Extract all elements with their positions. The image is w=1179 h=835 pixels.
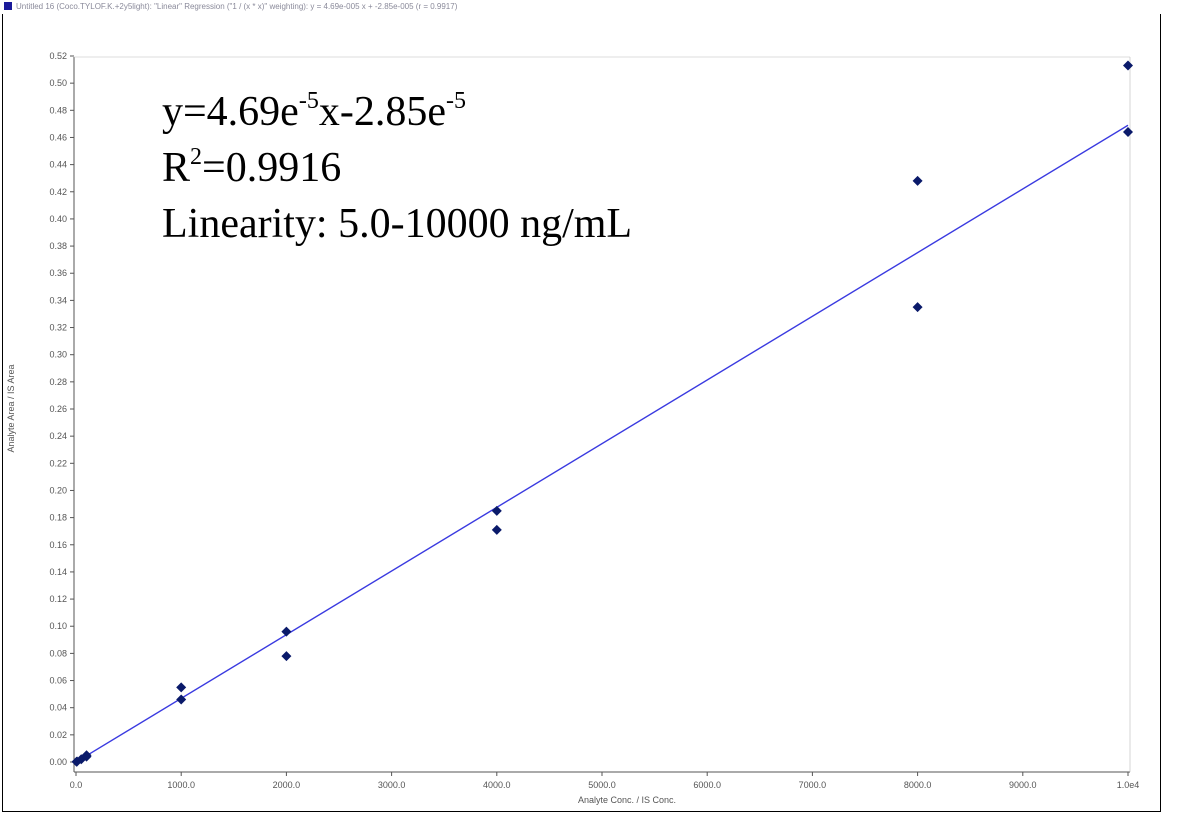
y-tick-label: 0.52 bbox=[49, 51, 67, 61]
y-tick-label: 0.06 bbox=[49, 676, 67, 686]
y-tick-label: 0.40 bbox=[49, 214, 67, 224]
title-bar-text: Untitled 16 (Coco.TYLOF.K.+2y5light): "L… bbox=[16, 2, 458, 11]
x-tick-label: 2000.0 bbox=[273, 780, 301, 790]
data-point bbox=[281, 651, 292, 662]
regression-annotation: y=4.69e-5x-2.85e-5 R2=0.9916 Linearity: … bbox=[162, 84, 802, 252]
data-point bbox=[81, 750, 92, 761]
y-tick-label: 0.12 bbox=[49, 594, 67, 604]
x-tick-label: 3000.0 bbox=[378, 780, 406, 790]
y-tick-label: 0.18 bbox=[49, 513, 67, 523]
x-tick-label: 9000.0 bbox=[1009, 780, 1037, 790]
y-tick-label: 0.14 bbox=[49, 567, 67, 577]
data-point bbox=[491, 505, 502, 516]
y-tick-label: 0.42 bbox=[49, 187, 67, 197]
data-point bbox=[912, 302, 923, 313]
x-tick-label: 4000.0 bbox=[483, 780, 511, 790]
regression-equation: y=4.69e-5x-2.85e-5 bbox=[162, 84, 802, 140]
data-point bbox=[1123, 127, 1133, 138]
equation-exponent-a: -5 bbox=[298, 88, 319, 114]
y-axis-ticks: 0.00 0.02 0.04 0.06 0.08 0.10 0.12 0.14 0.16 0.18… bbox=[49, 51, 74, 767]
regression-line bbox=[75, 124, 1129, 763]
data-points-group bbox=[71, 60, 1133, 767]
data-point bbox=[176, 694, 187, 705]
y-tick-label: 0.22 bbox=[49, 458, 67, 468]
x-axis-ticks: 0.0 1000.0 2000.0 3000.0 4000.0 5000.0 6000.0 7… bbox=[70, 772, 1140, 790]
equation-part-a: y=4.69e bbox=[162, 89, 299, 135]
y-tick-label: 0.20 bbox=[49, 485, 67, 495]
x-tick-label: 6000.0 bbox=[693, 780, 721, 790]
y-tick-label: 0.38 bbox=[49, 241, 67, 251]
equation-part-b: x-2.85e bbox=[318, 89, 446, 135]
y-tick-label: 0.16 bbox=[49, 540, 67, 550]
data-point bbox=[912, 175, 923, 186]
data-point bbox=[176, 682, 187, 693]
y-tick-label: 0.28 bbox=[49, 377, 67, 387]
regression-line-group bbox=[75, 124, 1129, 763]
y-tick-label: 0.50 bbox=[49, 78, 67, 88]
x-tick-label: 1000.0 bbox=[167, 780, 195, 790]
y-tick-label: 0.26 bbox=[49, 404, 67, 414]
y-tick-label: 0.36 bbox=[49, 268, 67, 278]
y-axis-label: Analyte Area / IS Area bbox=[6, 364, 16, 452]
r-squared-exponent: 2 bbox=[190, 144, 203, 170]
data-point bbox=[491, 524, 502, 535]
y-tick-label: 0.04 bbox=[49, 703, 67, 713]
y-tick-label: 0.10 bbox=[49, 621, 67, 631]
y-tick-label: 0.44 bbox=[49, 160, 67, 170]
y-tick-label: 0.00 bbox=[49, 757, 67, 767]
y-tick-label: 0.46 bbox=[49, 132, 67, 142]
r-squared-value: =0.9916 bbox=[202, 145, 342, 191]
data-point bbox=[281, 626, 292, 637]
window-icon bbox=[4, 2, 12, 10]
y-tick-label: 0.32 bbox=[49, 323, 67, 333]
x-axis-label: Analyte Conc. / IS Conc. bbox=[578, 795, 676, 805]
equation-exponent-b: -5 bbox=[445, 88, 466, 114]
r-squared-base: R bbox=[162, 145, 191, 191]
y-tick-label: 0.08 bbox=[49, 648, 67, 658]
x-tick-label: 7000.0 bbox=[799, 780, 827, 790]
x-tick-label: 1.0e4 bbox=[1117, 780, 1140, 790]
x-tick-label: 0.0 bbox=[70, 780, 83, 790]
r-squared: R2=0.9916 bbox=[162, 140, 802, 196]
y-tick-label: 0.02 bbox=[49, 730, 67, 740]
title-bar: Untitled 16 (Coco.TYLOF.K.+2y5light): "L… bbox=[0, 0, 1179, 14]
y-tick-label: 0.24 bbox=[49, 431, 67, 441]
x-tick-label: 8000.0 bbox=[904, 780, 932, 790]
y-tick-label: 0.30 bbox=[49, 350, 67, 360]
y-tick-label: 0.34 bbox=[49, 295, 67, 305]
x-tick-label: 5000.0 bbox=[588, 780, 616, 790]
y-tick-label: 0.48 bbox=[49, 105, 67, 115]
data-point bbox=[1123, 60, 1133, 71]
linearity-range: Linearity: 5.0-10000 ng/mL bbox=[162, 201, 633, 247]
